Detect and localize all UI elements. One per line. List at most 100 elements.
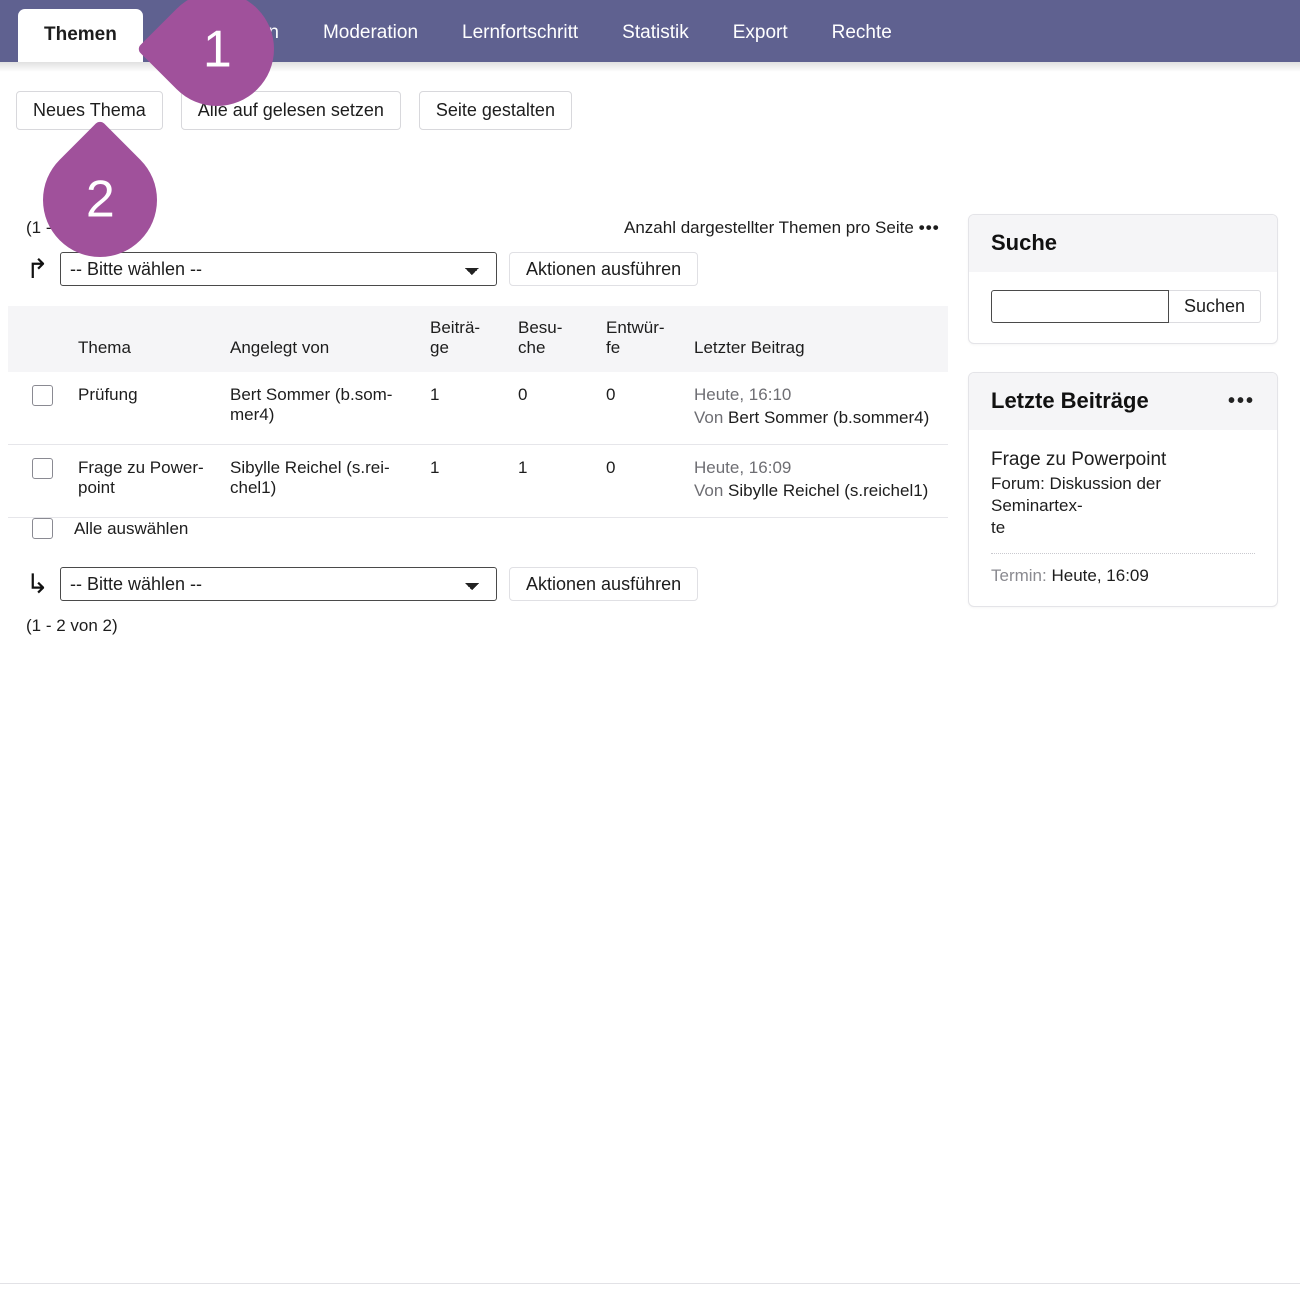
design-page-button[interactable]: Seite gestalten: [418, 91, 572, 130]
row-checkbox[interactable]: [32, 385, 53, 406]
tab-lernfortschritt[interactable]: Lernfortschritt: [462, 22, 579, 43]
recent-posts-card-body: Frage zu Powerpoint Forum: Diskussion de…: [969, 430, 1277, 606]
search-card-header: Suche: [969, 215, 1277, 272]
navbar-shadow: [0, 62, 1300, 72]
per-page-setting[interactable]: Anzahl dargestellter Themen pro Seite •••: [624, 218, 940, 238]
recent-post-meta-label: Termin:: [991, 566, 1047, 586]
header-besuche-line1: Besu-: [518, 318, 563, 337]
recent-post-meta: Termin: Heute, 16:09: [991, 566, 1255, 586]
row-visits-count: 0: [510, 372, 598, 445]
row-author: Sibylle Reichel (s.rei- chel1): [222, 444, 422, 518]
row-checkbox[interactable]: [32, 458, 53, 479]
topics-table-body: Prüfung Bert Sommer (b.som- mer4) 1 0 0 …: [8, 372, 948, 518]
search-input[interactable]: [991, 290, 1169, 323]
search-card: Suche Suchen: [968, 214, 1278, 344]
row-topic-title[interactable]: Prüfung: [70, 372, 222, 445]
row-last-post: Heute, 16:10 Von Bert Sommer (b.sommer4): [686, 372, 948, 445]
topics-table-head: Thema Angelegt von Beiträ- ge Besu- che …: [8, 306, 948, 372]
bulk-action-bar-top: ↱ -- Bitte wählen -- Aktionen ausführen: [26, 252, 699, 286]
row-author-line1: Bert Sommer (b.som-: [230, 385, 393, 404]
row-topic-title[interactable]: Frage zu Power- point: [70, 444, 222, 518]
recent-post-forum-line1: Forum: Diskussion der Seminartex-: [991, 473, 1162, 515]
select-all-label: Alle auswählen: [74, 518, 189, 538]
result-count-bottom: (1 - 2 von 2): [26, 616, 118, 635]
topics-table-header-row: Thema Angelegt von Beiträ- ge Besu- che …: [8, 306, 948, 372]
execute-actions-button-top[interactable]: Aktionen ausführen: [509, 252, 699, 286]
recent-post-title[interactable]: Frage zu Powerpoint: [991, 449, 1167, 470]
header-besuche: Besu- che: [510, 306, 598, 372]
row-author-line2: mer4): [230, 405, 275, 424]
recent-post-divider: [991, 553, 1255, 555]
sidebar: Suche Suchen Letzte Beiträge ••• Frage z…: [968, 214, 1278, 635]
per-page-label: Anzahl dargestellter Themen pro Seite: [624, 218, 914, 237]
header-beitraege-line2: ge: [430, 338, 449, 357]
recent-post-forum-line2: te: [991, 517, 1006, 537]
header-besuche-line2: che: [518, 338, 546, 357]
row-select-cell: [8, 444, 70, 518]
footer-divider: [0, 1283, 1300, 1284]
header-thema: Thema: [70, 306, 222, 372]
bulk-action-bar-bottom: ↳ -- Bitte wählen -- Aktionen ausführen: [26, 567, 699, 601]
row-select-cell: [8, 372, 70, 445]
tab-einstellungen[interactable]: Einstellungen: [164, 22, 279, 43]
row-last-post-author[interactable]: Sibylle Reichel (s.reichel1): [728, 481, 929, 500]
recent-post-forum: Forum: Diskussion der Seminartex- te: [991, 473, 1255, 539]
execute-actions-button-bottom[interactable]: Aktionen ausführen: [509, 567, 699, 601]
select-all-row: Alle auswählen: [32, 518, 188, 539]
header-letzter-beitrag: Letzter Beitrag: [686, 306, 948, 372]
header-beitraege-line1: Beiträ-: [430, 318, 481, 337]
content-toolbar: Neues Thema Alle auf gelesen setzen Seit…: [16, 91, 572, 130]
mark-all-read-button[interactable]: Alle auf gelesen setzen: [180, 91, 401, 130]
arrow-down-right-icon: ↳: [26, 568, 49, 599]
main-navigation: Themen Einstellungen Moderation Lernfort…: [0, 0, 1300, 62]
row-visits-count: 1: [510, 444, 598, 518]
search-submit-button[interactable]: Suchen: [1169, 290, 1262, 323]
search-card-body: Suchen: [969, 272, 1277, 343]
recent-posts-more-icon[interactable]: •••: [1227, 389, 1255, 412]
bulk-action-select-top[interactable]: -- Bitte wählen --: [60, 252, 497, 286]
topics-table: Thema Angelegt von Beiträ- ge Besu- che …: [8, 306, 948, 518]
bulk-action-select-bottom[interactable]: -- Bitte wählen --: [60, 567, 497, 601]
row-last-post-author-wrap: Von Bert Sommer (b.sommer4): [694, 408, 940, 428]
row-author-line2: chel1): [230, 478, 277, 497]
row-last-post-by-label: Von: [694, 408, 724, 427]
row-last-post: Heute, 16:09 Von Sibylle Reichel (s.reic…: [686, 444, 948, 518]
search-card-title: Suche: [991, 230, 1058, 255]
row-topic-title-line1: Prüfung: [78, 385, 138, 404]
header-beitraege: Beiträ- ge: [422, 306, 510, 372]
row-author: Bert Sommer (b.som- mer4): [222, 372, 422, 445]
recent-posts-card-title: Letzte Beiträge: [991, 388, 1149, 413]
row-author-line1: Sibylle Reichel (s.rei-: [230, 458, 390, 477]
row-posts-count: 1: [422, 444, 510, 518]
row-last-post-by-label: Von: [694, 481, 724, 500]
row-last-post-date: Heute, 16:10: [694, 385, 792, 404]
header-entwuerfe-line1: Entwür-: [606, 318, 665, 337]
table-row[interactable]: Prüfung Bert Sommer (b.som- mer4) 1 0 0 …: [8, 372, 948, 445]
row-last-post-author-wrap: Von Sibylle Reichel (s.reichel1): [694, 481, 940, 501]
header-select: [8, 306, 70, 372]
arrow-up-right-icon: ↱: [26, 253, 49, 284]
select-all-checkbox[interactable]: [32, 518, 53, 539]
new-topic-button[interactable]: Neues Thema: [16, 91, 163, 130]
recent-posts-card: Letzte Beiträge ••• Frage zu Powerpoint …: [968, 372, 1278, 608]
tab-moderation[interactable]: Moderation: [322, 22, 419, 43]
recent-posts-card-header: Letzte Beiträge •••: [969, 373, 1277, 430]
tab-statistik[interactable]: Statistik: [622, 22, 689, 43]
row-posts-count: 1: [422, 372, 510, 445]
row-topic-title-line2: point: [78, 478, 115, 497]
row-drafts-count: 0: [598, 372, 686, 445]
header-entwuerfe: Entwür- fe: [598, 306, 686, 372]
header-angelegt-von: Angelegt von: [222, 306, 422, 372]
table-row[interactable]: Frage zu Power- point Sibylle Reichel (s…: [8, 444, 948, 518]
tab-export[interactable]: Export: [732, 22, 788, 43]
per-page-more-icon[interactable]: •••: [918, 218, 940, 237]
search-form: Suchen: [991, 290, 1262, 323]
header-entwuerfe-line2: fe: [606, 338, 621, 357]
row-drafts-count: 0: [598, 444, 686, 518]
result-count-top: (1 - 2 von 2): [26, 218, 118, 237]
recent-post-meta-value: Heute, 16:09: [1051, 566, 1149, 586]
tab-themen[interactable]: Themen: [18, 9, 143, 62]
row-last-post-author[interactable]: Bert Sommer (b.sommer4): [728, 408, 930, 427]
tab-rechte[interactable]: Rechte: [831, 22, 892, 43]
